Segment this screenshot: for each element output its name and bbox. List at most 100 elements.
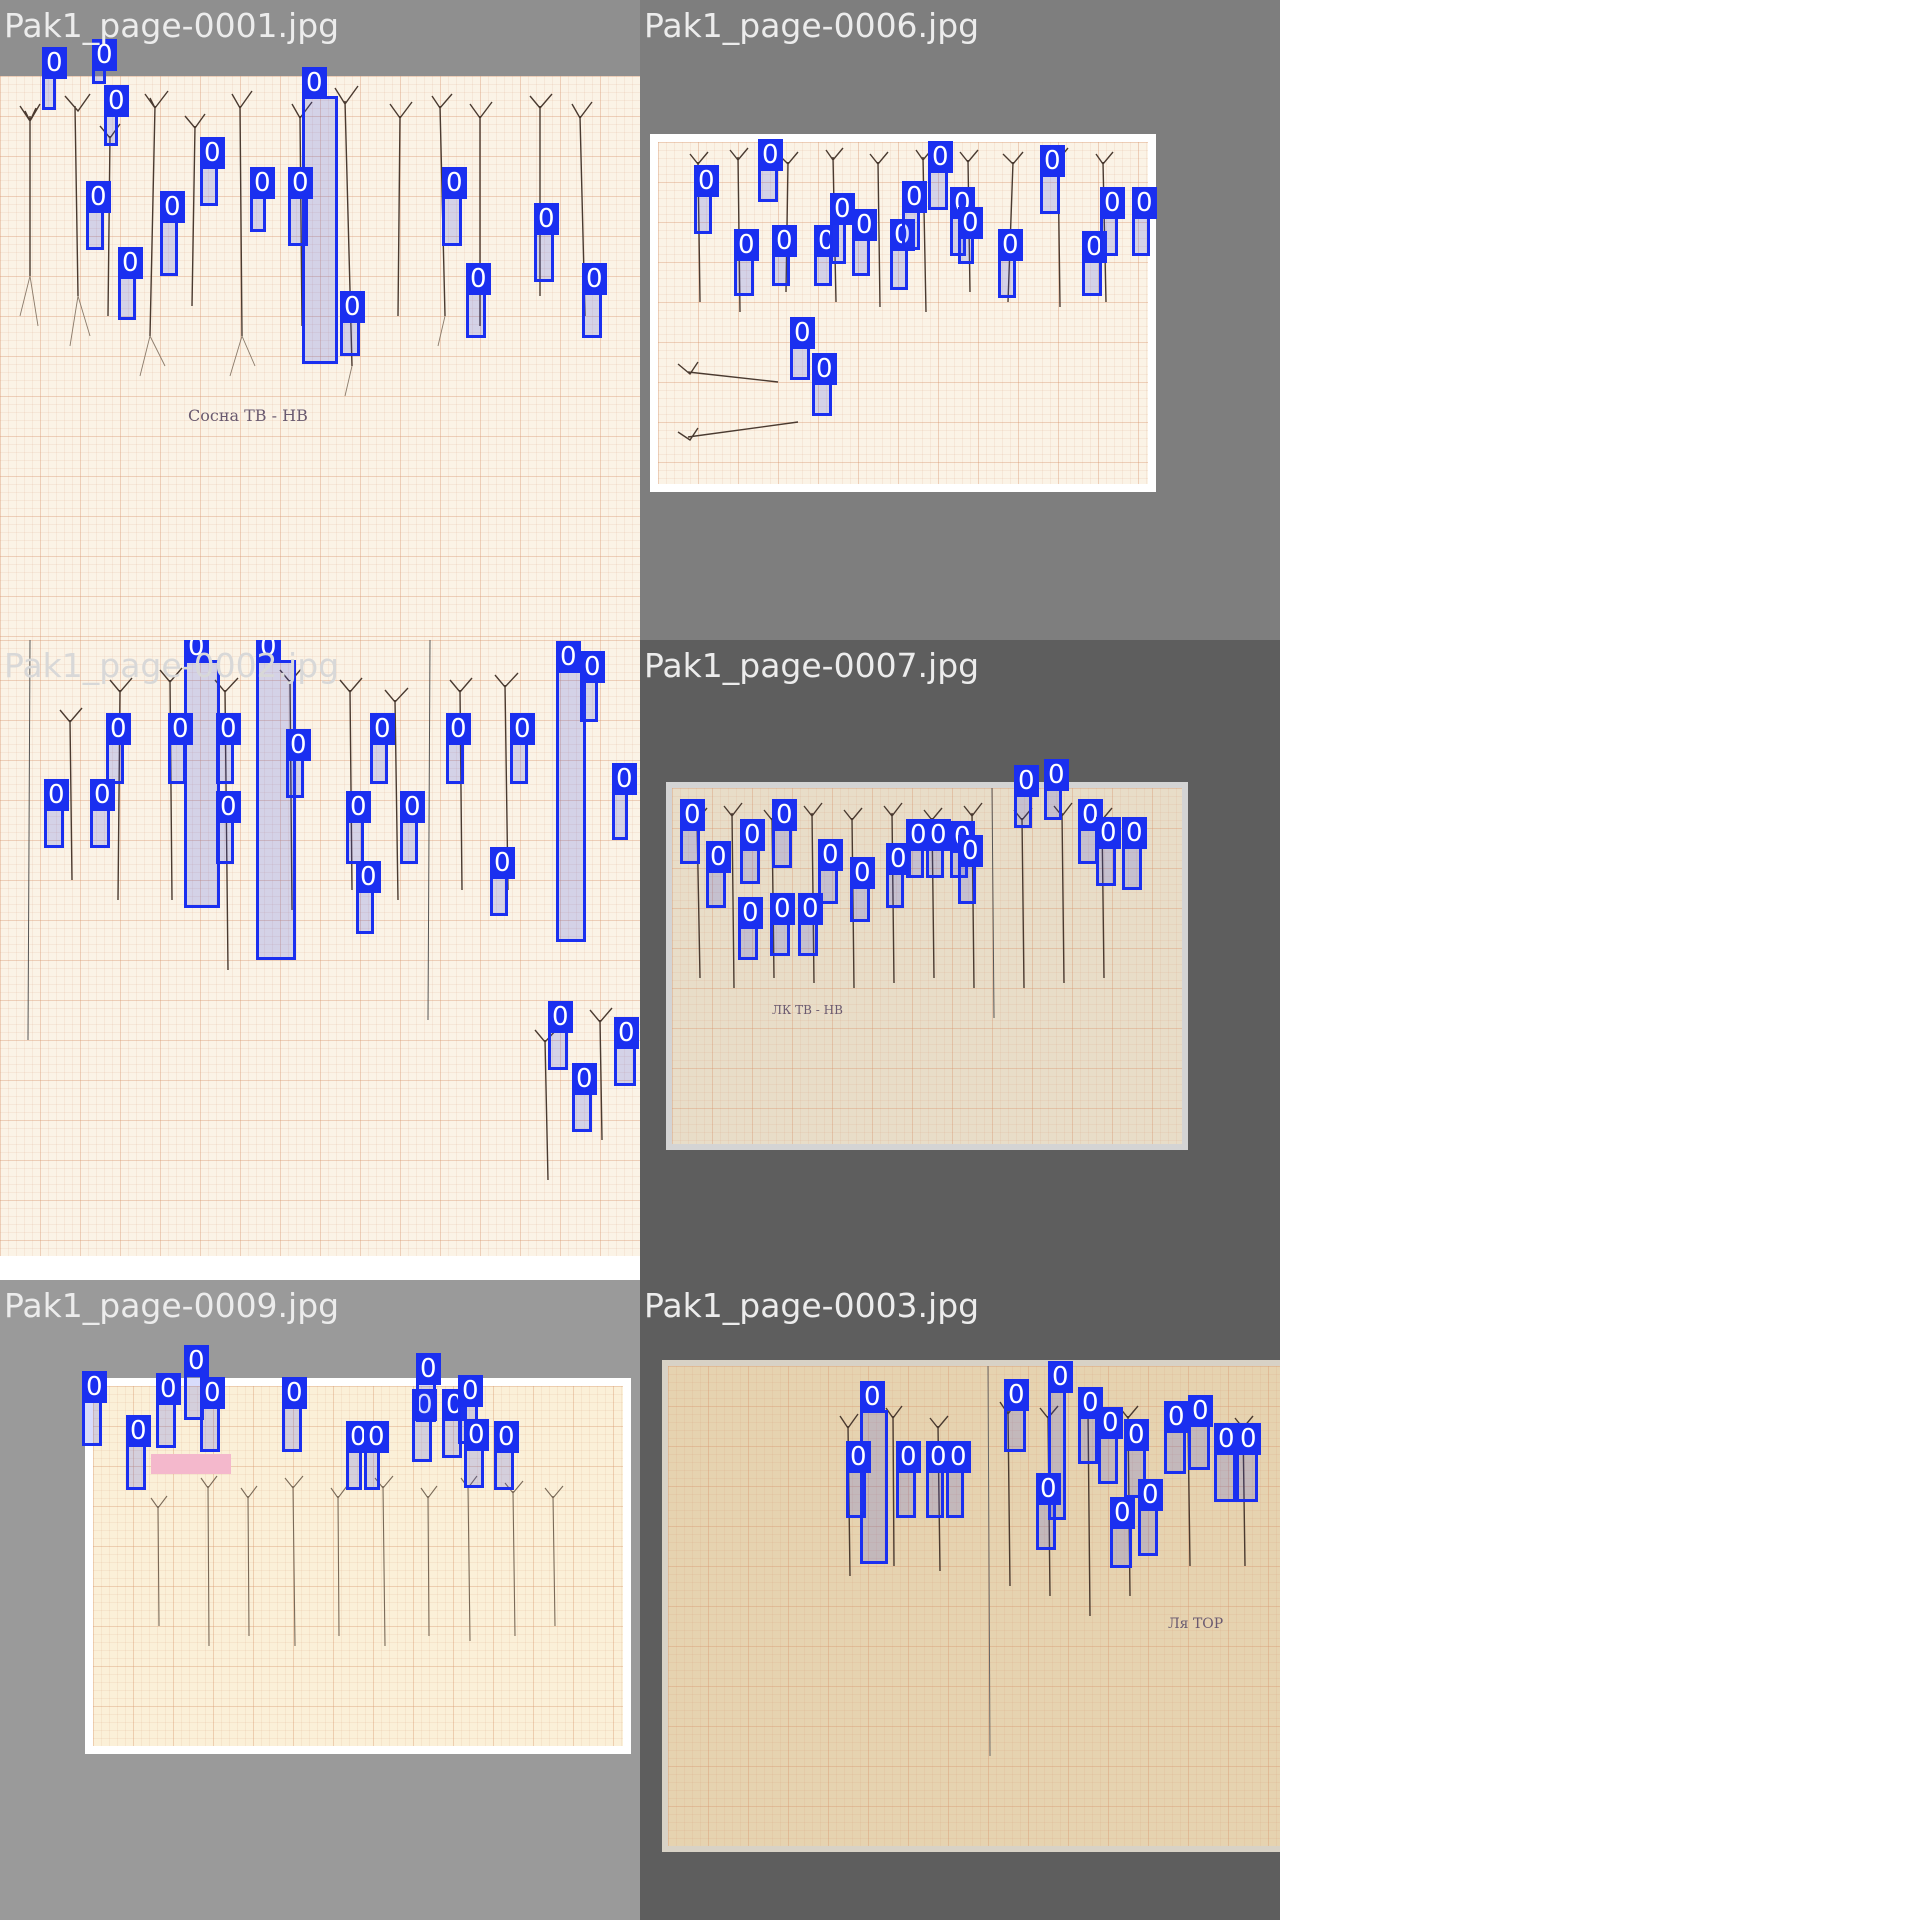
detection-box: 0 <box>572 1063 597 1132</box>
detection-box: 0 <box>798 893 823 956</box>
detection-class-label: 0 <box>770 893 795 925</box>
detection-box: 0 <box>256 640 296 960</box>
tile-pak1-page-0007[interactable]: Pak1_page-0007.jpg ЛК ТВ <box>640 640 1280 1280</box>
detection-class-label: 0 <box>1188 1395 1213 1427</box>
detection-box: 0 <box>614 1017 639 1086</box>
scanned-sheet: Ля ТОР <box>668 1366 1280 1846</box>
detection-class-label: 0 <box>738 897 763 929</box>
detection-box: 0 <box>446 713 471 784</box>
mosaic-grid: Pak1_page-0001.jpg <box>0 0 1280 1920</box>
detection-box: 0 <box>184 640 220 908</box>
detection-class-label: 0 <box>1124 1419 1149 1451</box>
detection-box: 0 <box>494 1421 519 1490</box>
detection-box: 0 <box>200 137 225 206</box>
detection-box: 0 <box>1110 1497 1135 1568</box>
detection-box: 0 <box>82 1371 107 1446</box>
detection-box: 0 <box>998 229 1023 298</box>
detection-box: 0 <box>534 203 559 282</box>
detection-class-label: 0 <box>1048 1361 1073 1393</box>
detection-box: 0 <box>412 1389 437 1462</box>
detection-class-label: 0 <box>510 713 535 745</box>
detection-box: 0 <box>346 791 371 864</box>
scanned-sheet: Сосна ТВ - НВ <box>0 76 640 640</box>
detection-box: 0 <box>1236 1423 1261 1502</box>
detection-box: 0 <box>738 897 763 960</box>
seedling-drawing <box>27 640 613 1181</box>
detection-box: 0 <box>548 1001 573 1070</box>
sheet-handwritten-note: ЛК ТВ - НВ <box>772 1003 843 1017</box>
seedling-drawing <box>150 1475 564 1647</box>
detection-class-label: 0 <box>200 1377 225 1409</box>
detection-box: 0 <box>770 893 795 956</box>
detection-box: 0 <box>288 167 313 246</box>
detection-box: 0 <box>416 1353 441 1422</box>
detection-box: 0 <box>250 167 275 232</box>
detection-class-label: 0 <box>852 209 877 241</box>
detection-box: 0 <box>1082 231 1107 296</box>
detection-box: 0 <box>1044 759 1069 820</box>
detection-box: 0 <box>946 1441 971 1518</box>
detection-box: 0 <box>160 191 185 276</box>
detection-box: 0 <box>694 165 719 234</box>
detection-class-label: 0 <box>184 640 209 663</box>
detection-class-label: 0 <box>740 819 765 851</box>
detection-box: 0 <box>1132 187 1157 256</box>
detection-box: 0 <box>896 1441 921 1518</box>
detection-class-label: 0 <box>758 139 783 171</box>
detection-class-label: 0 <box>464 1419 489 1451</box>
detection-box: 0 <box>42 47 67 110</box>
detection-box: 0 <box>104 85 129 146</box>
detection-box: 0 <box>706 841 731 908</box>
tile-pak1-page-0001[interactable]: Pak1_page-0001.jpg <box>0 0 640 640</box>
detection-class-label: 0 <box>896 1441 921 1473</box>
detection-class-label: 0 <box>216 791 241 823</box>
detection-class-label: 0 <box>1044 759 1069 791</box>
detection-class-label: 0 <box>534 203 559 235</box>
detection-class-label: 0 <box>370 713 395 745</box>
tile-label: Pak1_page-0003.jpg <box>644 1286 980 1325</box>
detection-box: 0 <box>356 861 381 934</box>
detection-box: 0 <box>818 839 843 904</box>
detection-class-label: 0 <box>998 229 1023 261</box>
detection-class-label: 0 <box>160 191 185 223</box>
detection-class-label: 0 <box>556 641 581 673</box>
sheet-handwritten-note: Ля ТОР <box>1168 1616 1224 1632</box>
detection-class-label: 0 <box>44 779 69 811</box>
detection-class-label: 0 <box>82 1371 107 1403</box>
detection-class-label: 0 <box>86 181 111 213</box>
detection-box: 0 <box>184 1345 209 1420</box>
detection-box: 0 <box>906 819 931 878</box>
detection-box: 0 <box>1100 187 1125 256</box>
tile-label: Pak1_page-0002.jpg <box>4 646 340 685</box>
detection-box: 0 <box>926 819 951 878</box>
detection-class-label: 0 <box>846 1441 871 1473</box>
detection-box: 0 <box>1096 817 1121 886</box>
detection-box: 0 <box>364 1421 389 1490</box>
detection-box: 0 <box>44 779 69 848</box>
detection-box: 0 <box>734 229 759 296</box>
detection-class-label: 0 <box>680 799 705 831</box>
detection-class-label: 0 <box>734 229 759 261</box>
tile-label: Pak1_page-0006.jpg <box>644 6 980 45</box>
detection-class-label: 0 <box>416 1353 441 1385</box>
detection-box: 0 <box>286 729 311 798</box>
detection-class-label: 0 <box>216 713 241 745</box>
detection-box: 0 <box>466 263 491 338</box>
detection-box: 0 <box>168 713 193 784</box>
detection-class-label: 0 <box>288 167 313 199</box>
detection-box: 0 <box>302 67 338 364</box>
detection-class-label: 0 <box>772 799 797 831</box>
detection-class-label: 0 <box>458 1375 483 1407</box>
detection-box: 0 <box>1004 1379 1029 1452</box>
detection-class-label: 0 <box>926 819 951 851</box>
detection-class-label: 0 <box>184 1345 209 1377</box>
detection-class-label: 0 <box>1004 1379 1029 1411</box>
detection-box: 0 <box>464 1419 489 1488</box>
detection-class-label: 0 <box>340 291 365 323</box>
tile-label: Pak1_page-0009.jpg <box>4 1286 340 1325</box>
detection-class-label: 0 <box>572 1063 597 1095</box>
